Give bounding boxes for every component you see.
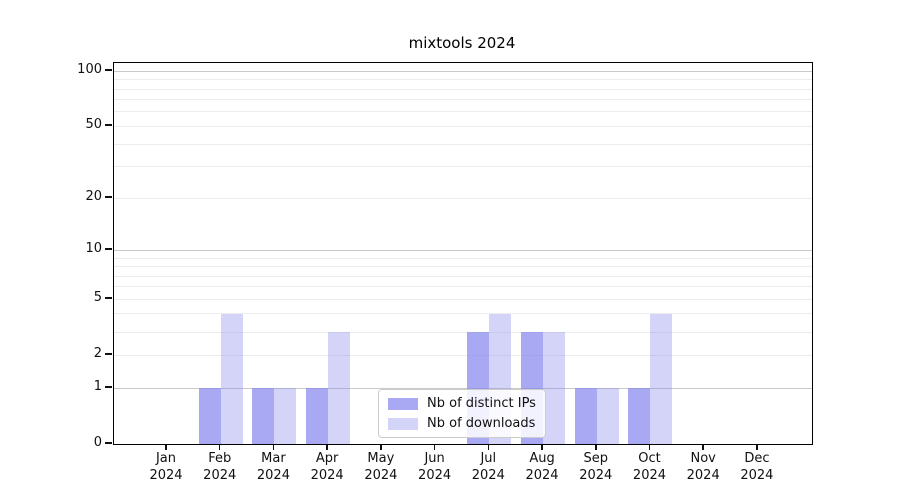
x-tick-mark <box>433 444 436 450</box>
bar-distinct-ips-oct <box>628 388 651 444</box>
y-tick-label: 20 <box>85 189 102 205</box>
gridline-y-7 <box>114 275 812 277</box>
bar-distinct-ips-feb <box>198 388 221 444</box>
x-tick-label-apr: Apr 2024 <box>310 451 344 483</box>
y-tick-mark <box>105 124 112 126</box>
gridline-y-20 <box>114 197 812 199</box>
y-tick-mark <box>105 353 112 355</box>
y-tick-label: 1 <box>93 379 102 394</box>
bar-downloads-oct <box>650 313 673 444</box>
legend-swatch-distinct-ips <box>388 397 418 410</box>
legend-swatch-downloads <box>388 417 418 430</box>
x-tick-label-nov: Nov 2024 <box>686 451 720 483</box>
gridline-y-3 <box>114 331 812 333</box>
gridline-y-80 <box>114 88 812 90</box>
gridline-y-9 <box>114 257 812 259</box>
gridline-y-4 <box>114 313 812 315</box>
y-tick-label: 100 <box>77 62 102 78</box>
bar-downloads-mar <box>274 388 297 444</box>
legend-label: Nb of distinct IPs <box>427 396 536 411</box>
legend-item: Nb of distinct IPs <box>388 396 536 411</box>
gridline-y-8 <box>114 266 812 267</box>
x-tick-mark <box>165 444 167 450</box>
bar-downloads-feb <box>220 313 243 444</box>
bar-downloads-sep <box>596 388 619 444</box>
x-tick-mark <box>756 444 758 450</box>
x-tick-mark <box>595 444 597 450</box>
x-tick-label-jun: Jun 2024 <box>418 451 452 483</box>
bar-downloads-aug <box>543 332 566 444</box>
y-tick-mark <box>105 297 112 299</box>
chart-title: mixtools 2024 <box>408 34 516 52</box>
gridline-y-100 <box>114 70 812 72</box>
y-tick-mark <box>105 196 112 198</box>
gridline-y-70 <box>114 99 812 101</box>
x-tick-mark <box>326 444 328 450</box>
y-tick-label: 0 <box>93 435 102 450</box>
bar-distinct-ips-mar <box>252 388 275 444</box>
x-tick-mark <box>218 444 221 450</box>
y-tick-label: 5 <box>93 290 102 306</box>
gridline-y-10 <box>114 249 812 251</box>
x-tick-label-dec: Dec 2024 <box>740 451 774 483</box>
x-tick-label-jan: Jan 2024 <box>149 451 183 483</box>
x-tick-mark <box>272 444 275 450</box>
bar-distinct-ips-apr <box>306 388 329 444</box>
bar-downloads-apr <box>328 332 351 444</box>
y-tick-mark <box>105 386 112 388</box>
gridline-y-90 <box>114 79 812 81</box>
x-tick-mark <box>541 444 543 450</box>
bar-distinct-ips-sep <box>574 388 597 444</box>
y-tick-label: 50 <box>85 117 102 133</box>
x-tick-label-aug: Aug 2024 <box>525 451 559 483</box>
legend: Nb of distinct IPs Nb of downloads <box>378 389 546 438</box>
gridline-y-5 <box>114 298 812 300</box>
x-tick-label-sep: Sep 2024 <box>579 451 613 483</box>
gridline-y-6 <box>114 286 812 288</box>
x-tick-mark <box>380 444 382 450</box>
x-tick-label-mar: Mar 2024 <box>256 451 290 483</box>
legend-label: Nb of downloads <box>427 416 536 431</box>
gridline-y-50 <box>114 125 812 127</box>
gridline-y-40 <box>114 143 812 145</box>
gridline-y-60 <box>114 111 812 113</box>
plot-area <box>113 62 813 445</box>
gridline-y-2 <box>114 354 812 356</box>
gridline-y-30 <box>114 166 812 168</box>
y-tick-label: 2 <box>93 346 102 362</box>
y-tick-label: 10 <box>85 241 102 257</box>
y-tick-mark <box>105 69 112 71</box>
x-tick-label-may: May 2024 <box>364 451 398 483</box>
x-tick-mark <box>702 444 704 450</box>
x-tick-mark <box>648 444 651 450</box>
y-tick-mark <box>105 248 112 250</box>
x-tick-label-jul: Jul 2024 <box>471 451 505 483</box>
gridline-y-1 <box>114 387 812 389</box>
x-tick-label-oct: Oct 2024 <box>632 451 667 483</box>
legend-item: Nb of downloads <box>388 416 536 431</box>
y-tick-mark <box>105 442 112 444</box>
x-tick-mark <box>487 444 490 450</box>
x-tick-label-feb: Feb 2024 <box>203 451 237 483</box>
